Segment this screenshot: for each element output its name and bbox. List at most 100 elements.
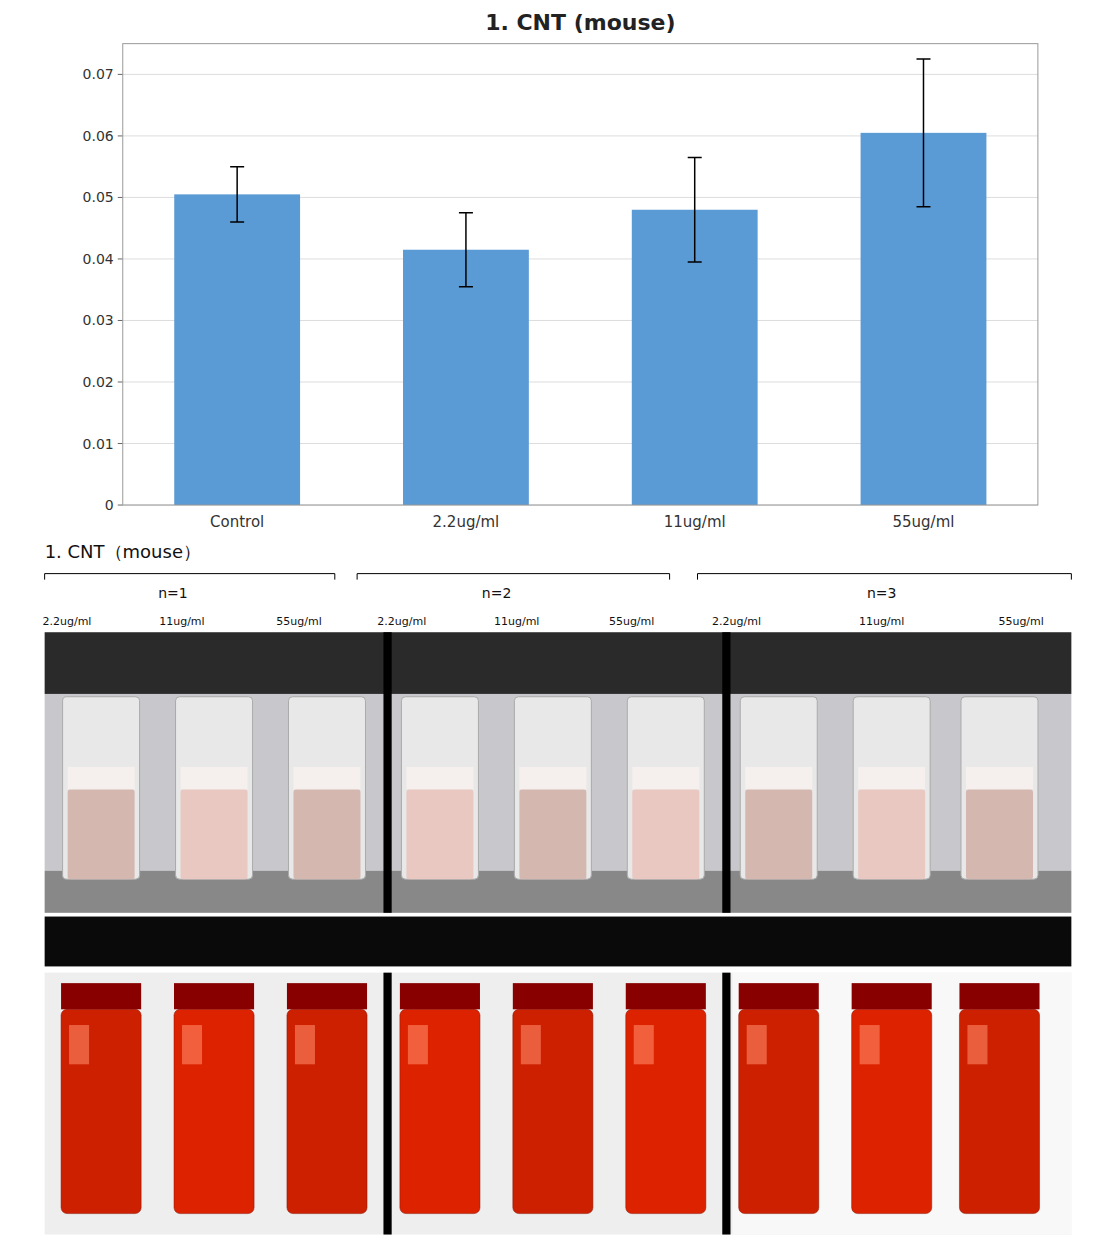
dose-label: 11ug/ml [859,615,904,628]
grid [123,74,1038,505]
dose-label: 2.2ug/ml [712,615,761,628]
tube-reflection [408,1025,428,1064]
bar-chart: 1. CNT (mouse)00.010.020.030.040.050.060… [83,10,1038,531]
tube-reflection [747,1025,767,1064]
tube [513,1009,593,1213]
dose-label: 55ug/ml [276,615,321,628]
dose-label: 2.2ug/ml [42,615,91,628]
tube-liquid [966,789,1033,879]
tube [400,1009,480,1213]
x-tick-label: 55ug/ml [893,513,955,531]
tube-reflection [634,1025,654,1064]
y-tick-label: 0 [105,497,114,513]
y-tick [118,258,123,259]
y-tick [118,443,123,444]
tube [288,697,365,879]
tube-liquid [858,789,925,879]
tube-layer [519,767,586,789]
y-tick-label: 0.07 [83,66,114,82]
y-tick-label: 0.03 [83,312,114,328]
tube [626,1009,706,1213]
tube-liquid [68,789,135,879]
dose-label: 11ug/ml [494,615,539,628]
group-bracket [698,574,1072,580]
subtitle: 1. CNT（mouse） [45,541,201,562]
dose-label: 11ug/ml [159,615,204,628]
tube [287,1009,367,1213]
y-tick-label: 0.02 [83,374,114,390]
tube-cap [174,983,254,1009]
error-bar [688,157,702,262]
y-tick [118,135,123,136]
tube-liquid [406,789,473,879]
tube-cap [61,983,141,1009]
tube-layer [966,767,1033,789]
y-tick-label: 0.05 [83,189,114,205]
photo-separator [45,917,1072,967]
tube [740,697,817,879]
photo-divider [383,973,391,1235]
group-label: n=3 [867,585,897,601]
error-bar [230,167,244,222]
x-tick-label: Control [210,513,264,531]
tube [961,697,1038,879]
x-tick-label: 11ug/ml [664,513,726,531]
bar [403,250,529,505]
group-bracket [357,574,669,580]
tube-reflection [967,1025,987,1064]
tube-layer [181,767,248,789]
photo-divider [722,973,730,1235]
photo-band [45,632,1072,694]
y-tick [118,197,123,198]
photo-divider [722,632,730,913]
error-bar [459,213,473,287]
tube [174,1009,254,1213]
dose-label: 55ug/ml [998,615,1043,628]
tube-liquid [632,789,699,879]
group-bracket [45,574,335,580]
y-tick-label: 0.04 [83,251,114,267]
tube [739,1009,819,1213]
tube [852,1009,932,1213]
tube-layer [406,767,473,789]
y-tick-label: 0.06 [83,128,114,144]
photo-band [733,973,1072,1235]
tube [627,697,704,879]
photo-band [45,973,1072,1235]
tube-liquid [181,789,248,879]
y-tick [118,505,123,506]
tube-cap [852,983,932,1009]
y-tick [118,74,123,75]
tube [959,1009,1039,1213]
tube-reflection [295,1025,315,1064]
tube [176,697,253,879]
plot-frame [123,44,1038,505]
photo-strip [45,973,1072,1235]
chart-title: 1. CNT (mouse) [485,10,675,35]
page: 1. CNT (mouse)00.010.020.030.040.050.060… [0,0,1116,1247]
tube-cap [626,983,706,1009]
y-tick [118,320,123,321]
tube-cap [513,983,593,1009]
photo-strip [45,632,1072,913]
tube [401,697,478,879]
tube [514,697,591,879]
group-label: n=1 [158,585,188,601]
group-label: n=2 [482,585,512,601]
x-tick-label: 2.2ug/ml [433,513,500,531]
tube [61,1009,141,1213]
photo-divider [383,632,391,913]
bars [174,59,986,505]
background [0,0,1116,1247]
tube-layer [293,767,360,789]
tube-cap [400,983,480,1009]
tube-layer [745,767,812,789]
tube-liquid [293,789,360,879]
tube-cap [959,983,1039,1009]
tube-reflection [69,1025,89,1064]
tube-layer [858,767,925,789]
tube-reflection [182,1025,202,1064]
grid-line [123,74,1038,75]
tube-layer [68,767,135,789]
y-tick [118,381,123,382]
